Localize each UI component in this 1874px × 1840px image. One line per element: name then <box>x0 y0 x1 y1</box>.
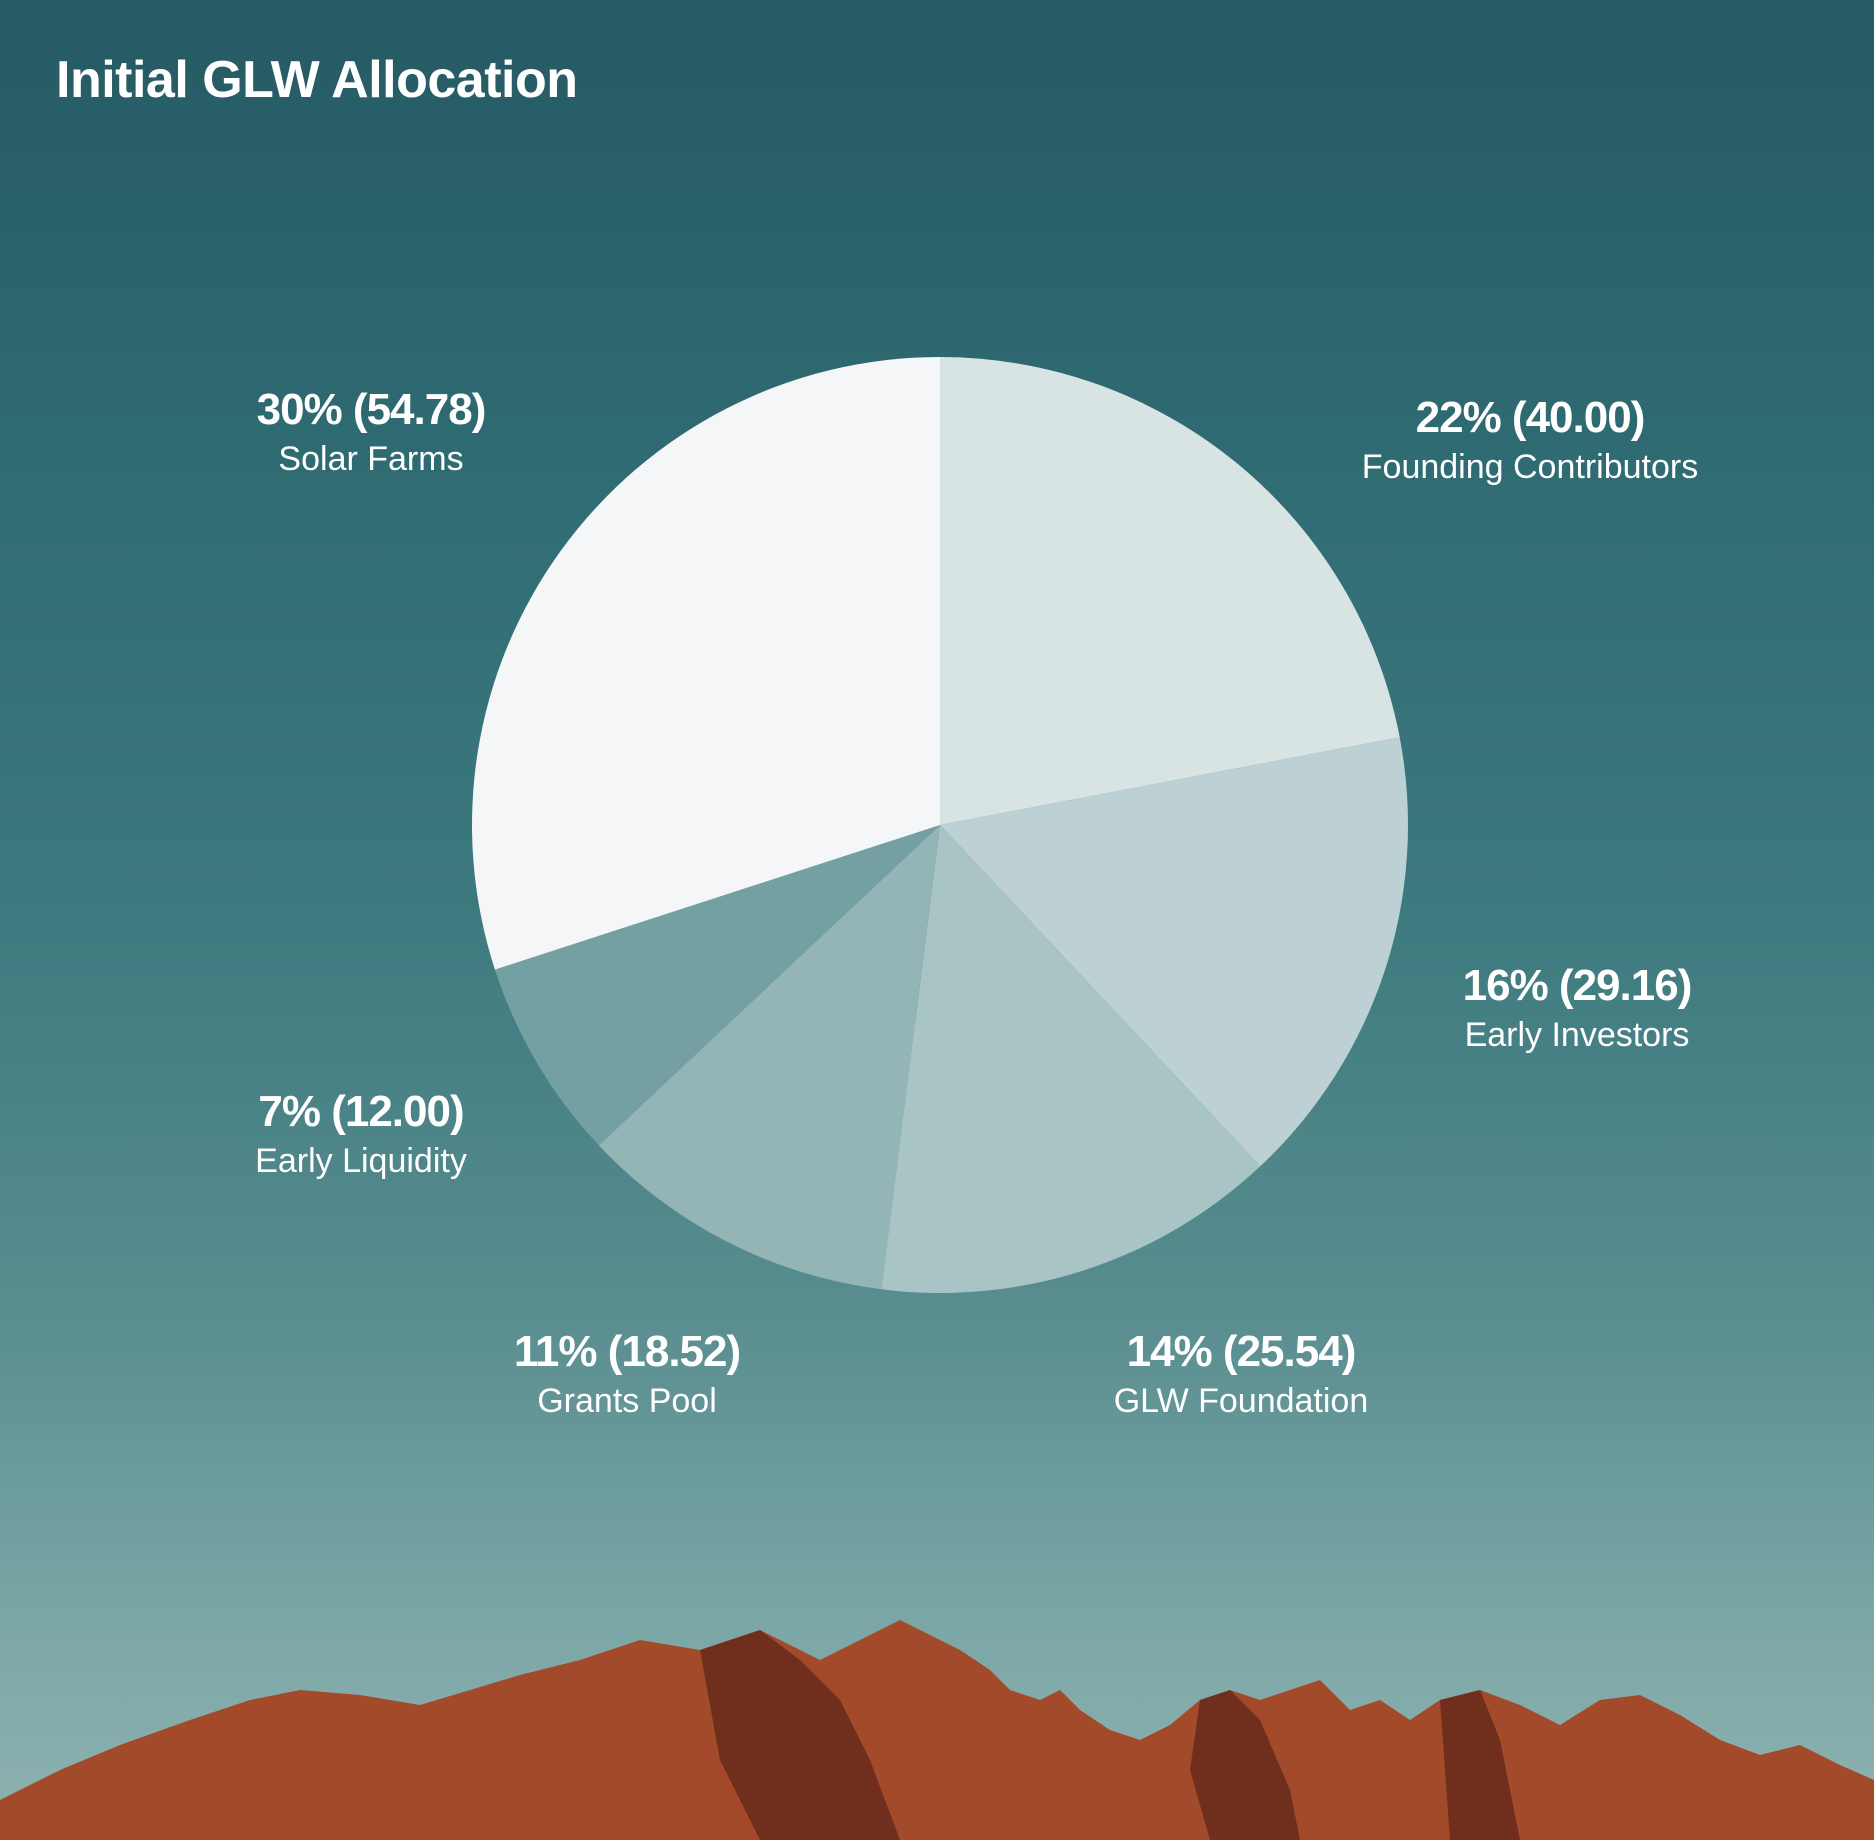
slice-name: Early Liquidity <box>255 1141 467 1180</box>
mountain-silhouette <box>0 1620 1874 1840</box>
slice-label-glw-foundation: 14% (25.54) GLW Foundation <box>1031 1326 1451 1423</box>
slice-value: 14% (25.54) <box>1126 1327 1357 1376</box>
pie-slice-solar-farms <box>472 357 940 970</box>
slice-name: GLW Foundation <box>1113 1381 1369 1420</box>
slice-name: Grants Pool <box>537 1381 717 1420</box>
slice-label-grants-pool: 11% (18.52) Grants Pool <box>417 1326 837 1423</box>
slice-label-founding-contributors: 22% (40.00) Founding Contributors <box>1320 392 1740 489</box>
pie-slice-founding-contributors <box>940 357 1400 825</box>
slice-label-solar-farms: 30% (54.78) Solar Farms <box>161 384 581 481</box>
pie-slice-early-liquidity <box>494 825 940 1146</box>
slice-value: 30% (54.78) <box>256 385 487 434</box>
mountain-shadow <box>700 1630 1520 1840</box>
slice-label-early-investors: 16% (29.16) Early Investors <box>1367 960 1787 1057</box>
slice-name: Solar Farms <box>278 439 464 478</box>
slice-name: Founding Contributors <box>1361 447 1699 486</box>
pie-slice-grants-pool <box>598 825 940 1290</box>
slice-value: 11% (18.52) <box>513 1327 741 1376</box>
pie-slices <box>472 357 1408 1294</box>
slice-value: 7% (12.00) <box>258 1087 464 1136</box>
slice-value: 22% (40.00) <box>1415 393 1646 442</box>
slice-value: 16% (29.16) <box>1462 961 1693 1010</box>
slice-label-early-liquidity: 7% (12.00) Early Liquidity <box>151 1086 571 1183</box>
pie-slice-early-investors <box>940 737 1408 1167</box>
pie-slice-glw-foundation <box>881 825 1261 1294</box>
mountain-range <box>0 1620 1874 1840</box>
chart-title: Initial GLW Allocation <box>56 51 578 109</box>
slice-name: Early Investors <box>1464 1015 1690 1054</box>
